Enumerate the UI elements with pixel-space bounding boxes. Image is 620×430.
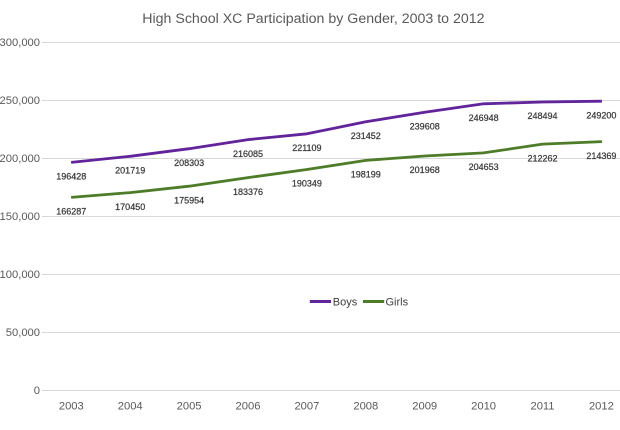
svg-text:198199: 198199 (351, 170, 381, 180)
svg-text:208303: 208303 (174, 158, 204, 168)
svg-text:204653: 204653 (469, 162, 499, 172)
svg-text:170450: 170450 (115, 202, 145, 212)
svg-text:250,000: 250,000 (0, 95, 40, 107)
svg-text:2009: 2009 (412, 401, 437, 413)
svg-text:200,000: 200,000 (0, 153, 40, 165)
svg-text:201719: 201719 (115, 166, 145, 176)
svg-text:150,000: 150,000 (0, 211, 40, 223)
svg-text:2012: 2012 (589, 401, 614, 413)
svg-text:Girls: Girls (386, 297, 409, 309)
svg-text:Boys: Boys (333, 297, 358, 309)
svg-text:2011: 2011 (530, 401, 554, 413)
svg-text:248494: 248494 (527, 111, 557, 121)
svg-text:221109: 221109 (292, 143, 321, 153)
svg-text:50,000: 50,000 (6, 327, 40, 339)
svg-text:2003: 2003 (59, 401, 84, 413)
svg-text:2010: 2010 (471, 401, 496, 413)
svg-text:2008: 2008 (353, 401, 378, 413)
svg-text:212262: 212262 (527, 153, 557, 163)
svg-text:175954: 175954 (174, 195, 204, 205)
svg-text:216085: 216085 (233, 149, 263, 159)
svg-text:246948: 246948 (469, 113, 499, 123)
svg-text:214369: 214369 (586, 151, 616, 161)
svg-text:239608: 239608 (410, 122, 440, 132)
svg-text:183376: 183376 (233, 187, 263, 197)
svg-text:201968: 201968 (410, 165, 440, 175)
svg-text:190349: 190349 (292, 179, 322, 189)
svg-text:249200: 249200 (586, 110, 616, 120)
svg-text:231452: 231452 (351, 131, 381, 141)
svg-text:100,000: 100,000 (0, 269, 40, 281)
svg-text:166287: 166287 (56, 207, 86, 217)
svg-text:0: 0 (34, 385, 40, 397)
svg-text:2005: 2005 (177, 401, 202, 413)
svg-text:2006: 2006 (236, 401, 261, 413)
svg-text:2007: 2007 (294, 401, 319, 413)
svg-text:300,000: 300,000 (0, 37, 40, 49)
svg-text:196428: 196428 (56, 172, 86, 182)
svg-text:High School XC Participation b: High School XC Participation by Gender, … (142, 11, 484, 27)
svg-text:2004: 2004 (118, 401, 143, 413)
